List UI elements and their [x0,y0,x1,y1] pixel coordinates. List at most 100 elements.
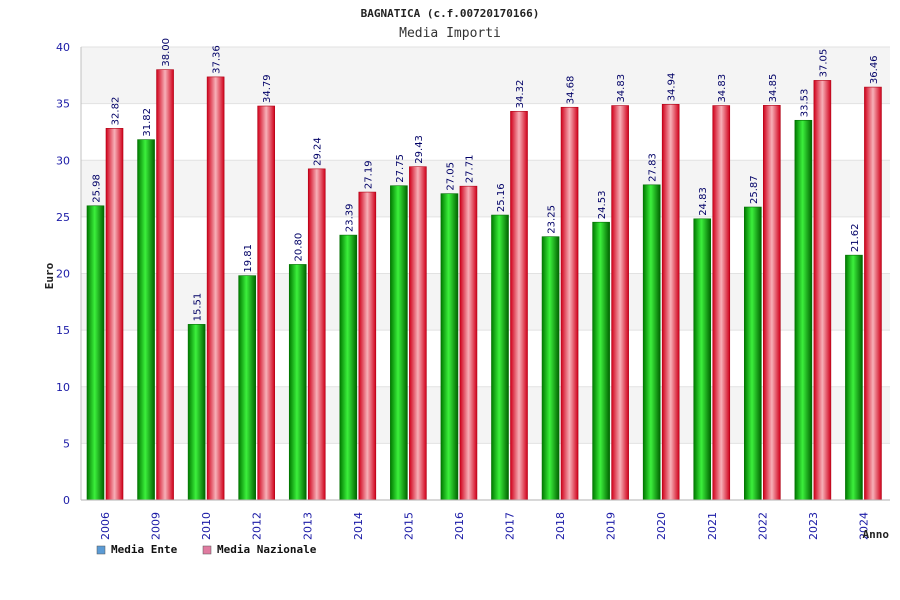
bar-media-ente [491,214,509,501]
value-label: 20.80 [294,233,305,262]
x-axis-ticks: 2006 2009 2010 2012 2013 2014 2015 2016 2017 2018… [99,512,870,540]
bar-media-ente [744,206,762,501]
value-label: 34.83 [616,74,627,103]
bar-media-ente [642,184,661,501]
bar-media-nazionale [156,69,174,501]
y-axis-ticks: 0 5 10 15 20 25 30 35 40 [56,41,70,507]
value-label: 24.53 [597,191,608,220]
x-tick-label: 2014 [352,512,365,540]
bar-media-nazionale [560,106,579,501]
bar-media-ente [440,193,459,501]
bar-media-ente [693,218,712,501]
bar-media-nazionale [358,191,377,501]
y-tick-label: 20 [56,268,70,281]
bar-media-ente [238,275,256,501]
bar-media-nazionale [611,105,629,501]
bar-media-ente [541,236,560,501]
value-label: 34.68 [566,76,577,105]
bar-media-nazionale [307,168,326,501]
value-label: 29.43 [414,135,425,164]
y-axis-title: Euro [43,262,56,289]
bar-media-ente [288,264,307,501]
value-label: 25.98 [92,174,103,203]
value-label: 29.24 [313,137,324,166]
legend-label: Media Nazionale [217,543,317,556]
x-tick-label: 2006 [99,512,112,540]
value-label: 27.19 [363,160,374,189]
value-label: 25.87 [749,175,760,204]
value-label: 34.94 [667,73,678,102]
x-tick-label: 2017 [504,512,517,540]
y-tick-label: 40 [56,41,70,54]
bars [86,69,882,501]
chart-title: BAGNATICA (c.f.00720170166) [361,7,540,20]
bar-media-ente [845,254,863,501]
bar-media-ente [592,221,610,501]
bar-media-nazionale [409,166,427,501]
bar-media-nazionale [763,105,781,501]
value-label: 24.83 [698,187,709,216]
legend-label: Media Ente [111,543,178,556]
y-tick-label: 35 [56,98,70,111]
x-tick-label: 2022 [756,512,769,540]
value-label: 25.16 [496,183,507,212]
bar-media-ente [339,234,358,501]
value-label: 33.53 [799,89,810,118]
value-label: 37.36 [212,45,223,74]
bar-media-nazionale [712,105,731,501]
x-tick-label: 2010 [200,512,213,540]
bar-media-nazionale [257,105,275,501]
legend-swatch-media-ente [96,545,106,555]
value-label: 36.46 [869,55,880,84]
bar-media-ente [86,205,105,501]
legend: Media Ente Media Nazionale [96,543,317,556]
value-label: 32.82 [111,97,122,126]
value-label: 34.79 [262,74,273,103]
x-tick-label: 2023 [807,512,820,540]
value-label: 37.05 [818,49,829,78]
value-label: 23.39 [344,203,355,232]
y-tick-label: 25 [56,211,70,224]
x-tick-label: 2024 [857,512,870,540]
x-tick-label: 2015 [402,512,415,540]
chart-subtitle: Media Importi [399,26,501,41]
x-tick-label: 2013 [301,512,314,540]
x-tick-label: 2012 [251,512,264,540]
bar-media-nazionale [661,104,680,501]
bar-media-nazionale [105,128,124,501]
bar-media-ente [390,185,408,501]
y-tick-label: 15 [56,324,70,337]
value-label: 27.05 [445,162,456,191]
x-tick-label: 2020 [655,512,668,540]
value-label: 38.00 [161,38,172,67]
x-tick-label: 2021 [706,512,719,540]
bar-media-ente [187,324,206,501]
y-tick-label: 0 [63,494,70,507]
y-tick-label: 5 [63,437,70,450]
value-label: 21.62 [850,224,861,253]
value-label: 19.81 [243,244,254,273]
legend-swatch-media-nazionale [202,545,212,555]
bar-media-nazionale [459,185,478,501]
bar-media-nazionale [510,111,528,501]
x-tick-label: 2019 [605,512,618,540]
bar-media-nazionale [864,86,882,501]
bar-media-ente [137,139,155,501]
value-label: 15.51 [193,293,204,322]
value-label: 27.71 [464,155,475,184]
value-label: 34.85 [768,74,779,103]
bar-media-ente [794,119,813,501]
y-tick-label: 10 [56,381,70,394]
value-labels: 25.98 32.82 31.82 38.00 15.51 37.36 19.81 34.79… [92,38,880,321]
value-label: 27.75 [395,154,406,183]
x-tick-label: 2018 [554,512,567,540]
value-label: 31.82 [142,108,153,137]
bar-media-nazionale [206,76,225,501]
bar-media-nazionale [813,80,832,501]
value-label: 34.83 [717,74,728,103]
value-label: 23.25 [547,205,558,234]
x-tick-label: 2009 [150,512,163,540]
value-label: 27.83 [648,153,659,182]
y-tick-label: 30 [56,154,70,167]
